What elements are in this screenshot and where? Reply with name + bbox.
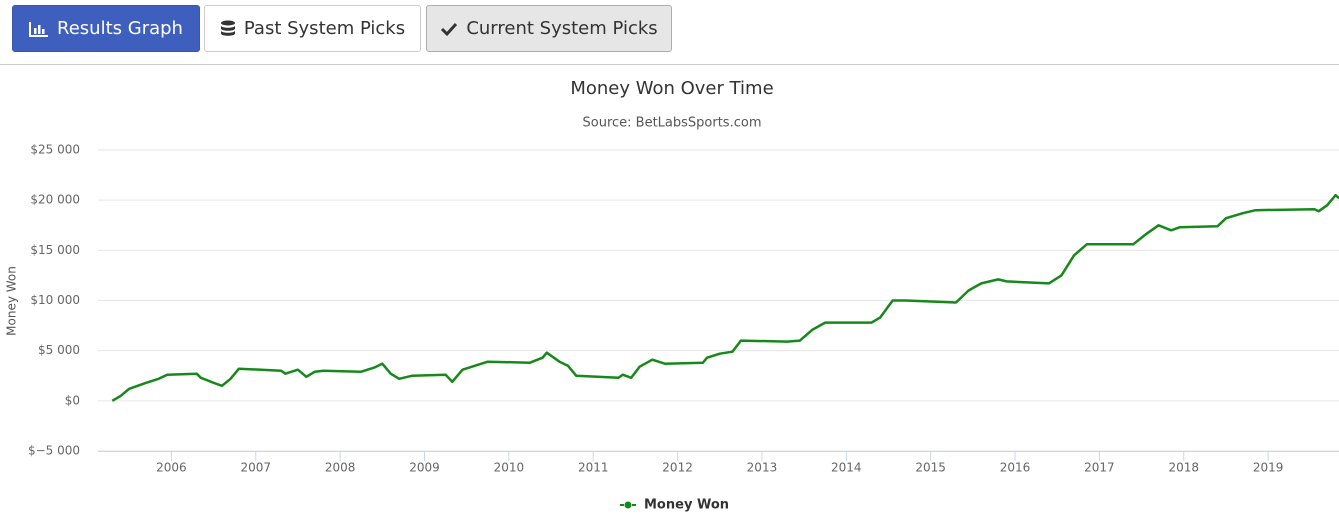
tab-results-graph[interactable]: Results Graph — [12, 5, 200, 52]
x-tick-label: 2017 — [1084, 461, 1115, 475]
y-tick-label: $−5 000 — [28, 444, 80, 458]
chart: Money Won Over Time Source: BetLabsSport… — [5, 78, 1339, 513]
x-tick-label: 2007 — [240, 461, 271, 475]
y-tick-label: $0 — [65, 393, 80, 407]
x-tick-label: 2008 — [325, 461, 356, 475]
x-tick-label: 2010 — [494, 461, 525, 475]
icon-chart — [29, 21, 49, 37]
x-tick-label: 2016 — [1000, 461, 1031, 475]
tab-past-picks[interactable]: Past System Picks — [204, 5, 421, 52]
y-tick-label: $15 000 — [30, 243, 80, 257]
tab-current-picks[interactable]: Current System Picks — [426, 5, 672, 52]
x-tick-label: 2015 — [915, 461, 946, 475]
y-tick-label: $10 000 — [30, 293, 80, 307]
x-tick-label: 2011 — [578, 461, 609, 475]
x-tick-label: 2009 — [409, 461, 440, 475]
chart-title: Money Won Over Time — [570, 78, 773, 99]
legend-label: Money Won — [644, 498, 729, 513]
y-tick-label: $20 000 — [30, 193, 80, 207]
tab-label: Past System Picks — [243, 18, 406, 39]
y-tick-label: $5 000 — [38, 343, 80, 357]
x-tick-label: 2013 — [747, 461, 778, 475]
icon-database — [220, 20, 235, 36]
series-line — [111, 193, 1339, 402]
tab-label: Current System Picks — [466, 18, 658, 39]
tab-bar: Results Graph Past System Picks Current … — [0, 0, 1339, 65]
legend-marker — [624, 501, 632, 509]
tab-label: Results Graph — [57, 18, 183, 39]
x-tick-label: 2012 — [662, 461, 693, 475]
icon-check — [441, 22, 458, 36]
x-tick-label: 2019 — [1253, 461, 1284, 475]
chart-subtitle: Source: BetLabsSports.com — [583, 116, 762, 131]
y-axis-label: Money Won — [5, 266, 19, 336]
x-tick-label: 2018 — [1168, 461, 1199, 475]
x-tick-label: 2006 — [156, 461, 187, 475]
x-tick-label: 2014 — [831, 461, 862, 475]
y-tick-label: $25 000 — [30, 143, 80, 157]
